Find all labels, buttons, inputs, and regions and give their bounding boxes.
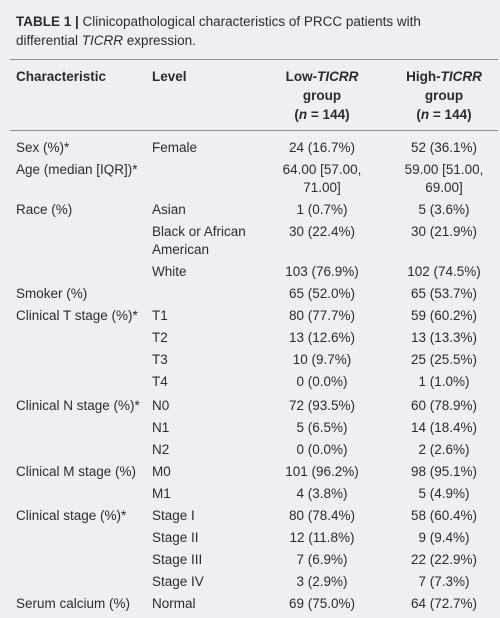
row-15-low: 80 (78.4%) [288, 508, 356, 523]
row-12-high: 2 (2.6%) [418, 442, 470, 457]
row-14-level: M1 [152, 486, 171, 501]
row-1-high-line2: 69.00] [425, 180, 463, 195]
row-15-characteristic: Clinical stage (%)* [16, 508, 127, 523]
row-3-high: 30 (21.9%) [410, 224, 478, 239]
row-10-high: 60 (78.9%) [410, 398, 478, 413]
header-high-prefix: High- [406, 69, 441, 84]
row-14-high: 5 (4.9%) [418, 486, 470, 501]
row-0-level: Female [152, 140, 198, 155]
header-low-prefix: Low- [285, 69, 318, 84]
header-low-line2: group [302, 88, 342, 103]
row-0-high: 52 (36.1%) [410, 140, 478, 155]
row-1-low-line2: 71.00] [303, 180, 341, 195]
row-17-low: 7 (6.9%) [296, 552, 348, 567]
header-low-n-var: n [298, 107, 308, 122]
row-1-high: 59.00 [51.00, [404, 162, 484, 177]
row-5-high: 65 (53.7%) [410, 286, 478, 301]
row-11-high: 14 (18.4%) [410, 420, 478, 435]
header-high-n-rest: = 144) [429, 107, 472, 122]
row-9-low: 0 (0.0%) [296, 374, 348, 389]
row-5-low: 65 (52.0%) [288, 286, 356, 301]
row-7-low: 13 (12.6%) [288, 330, 356, 345]
row-13-low: 101 (96.2%) [285, 464, 359, 479]
row-7-high: 13 (13.3%) [410, 330, 478, 345]
row-2-characteristic: Race (%) [16, 202, 73, 217]
row-1-low: 64.00 [57.00, [282, 162, 362, 177]
row-2-level: Asian [152, 202, 186, 217]
row-10-level: N0 [152, 398, 170, 413]
header-low-line1: Low-TICRR [268, 68, 376, 86]
row-17-high: 22 (22.9%) [410, 552, 478, 567]
row-19-low: 69 (75.0%) [288, 596, 356, 611]
header-high-gene: TICRR [440, 69, 482, 84]
row-4-high: 102 (74.5%) [407, 264, 481, 279]
row-3-level: Black or African [152, 224, 246, 239]
row-15-level: Stage I [152, 508, 195, 523]
row-8-level: T3 [152, 352, 168, 367]
row-18-low: 3 (2.9%) [296, 574, 348, 589]
row-6-level: T1 [152, 308, 168, 323]
table-caption: TABLE 1 | Clinicopathological characteri… [16, 12, 486, 50]
row-14-low: 4 (3.8%) [296, 486, 348, 501]
header-high-line1: High-TICRR [392, 68, 496, 86]
row-9-level: T4 [152, 374, 168, 389]
row-6-high: 59 (60.2%) [410, 308, 478, 323]
header-characteristic: Characteristic [16, 69, 107, 84]
caption-label: TABLE 1 | [16, 14, 79, 29]
row-7-level: T2 [152, 330, 168, 345]
caption-gene: TICRR [81, 33, 124, 48]
header-low-gene: TICRR [317, 69, 359, 84]
row-13-high: 98 (95.1%) [410, 464, 478, 479]
row-11-low: 5 (6.5%) [296, 420, 348, 435]
header-high-n: (n = 144) [392, 106, 496, 124]
row-11-level: N1 [152, 420, 170, 435]
row-16-low: 12 (11.8%) [289, 530, 355, 545]
row-15-high: 58 (60.4%) [410, 508, 478, 523]
row-3-level-line2: American [152, 242, 210, 257]
header-bottom-rule [10, 130, 498, 131]
row-19-level: Normal [152, 596, 196, 611]
header-high-line2: group [424, 88, 464, 103]
row-2-low: 1 (0.7%) [296, 202, 348, 217]
row-13-level: M0 [152, 464, 171, 479]
row-6-characteristic: Clinical T stage (%)* [16, 308, 138, 323]
row-1-characteristic: Age (median [IQR])* [16, 162, 138, 177]
header-low-n: (n = 144) [268, 106, 376, 124]
row-12-level: N2 [152, 442, 170, 457]
table-top-rule [10, 59, 498, 60]
row-0-characteristic: Sex (%)* [16, 140, 70, 155]
header-low-n-rest: = 144) [307, 107, 350, 122]
row-19-characteristic: Serum calcium (%) [16, 596, 131, 611]
row-2-high: 5 (3.6%) [418, 202, 470, 217]
row-4-level: White [152, 264, 187, 279]
row-3-low: 30 (22.4%) [288, 224, 356, 239]
caption-text-b: expression. [123, 33, 196, 48]
row-9-high: 1 (1.0%) [418, 374, 470, 389]
row-8-low: 10 (9.7%) [292, 352, 352, 367]
row-16-level: Stage II [152, 530, 199, 545]
row-18-level: Stage IV [152, 574, 204, 589]
row-6-low: 80 (77.7%) [288, 308, 356, 323]
row-4-low: 103 (76.9%) [285, 264, 359, 279]
header-low-n-open: ( [294, 107, 299, 122]
row-12-low: 0 (0.0%) [296, 442, 348, 457]
caption-text-a: Clinicopathological characteristics of P… [16, 14, 421, 48]
header-high-n-var: n [420, 107, 430, 122]
row-10-characteristic: Clinical N stage (%)* [16, 398, 140, 413]
row-5-characteristic: Smoker (%) [16, 286, 88, 301]
header-level: Level [152, 69, 187, 84]
row-0-low: 24 (16.7%) [288, 140, 356, 155]
row-8-high: 25 (25.5%) [410, 352, 478, 367]
row-10-low: 72 (93.5%) [288, 398, 356, 413]
row-16-high: 9 (9.4%) [418, 530, 470, 545]
row-19-high: 64 (72.7%) [410, 596, 478, 611]
row-13-characteristic: Clinical M stage (%) [16, 464, 137, 479]
row-17-level: Stage III [152, 552, 203, 567]
row-18-high: 7 (7.3%) [418, 574, 470, 589]
header-high-n-open: ( [416, 107, 421, 122]
